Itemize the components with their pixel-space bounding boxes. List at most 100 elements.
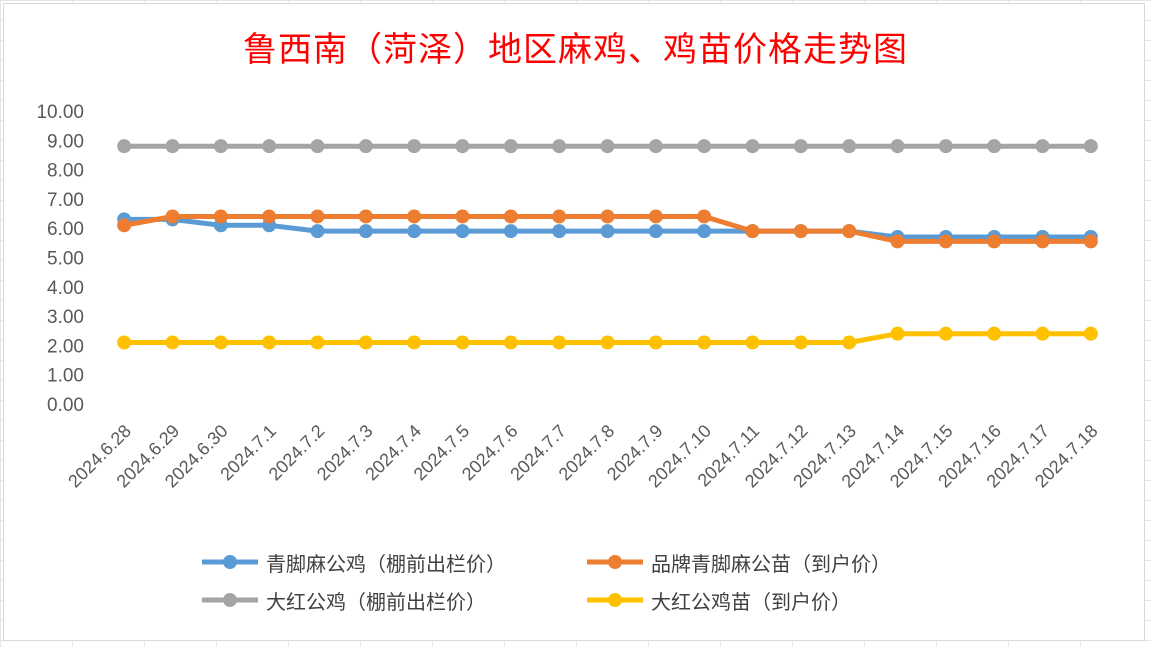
y-tick-label: 4.00 — [47, 278, 84, 299]
data-point — [165, 209, 180, 224]
legend-swatch-marker — [608, 555, 622, 569]
data-point — [842, 224, 857, 239]
data-point — [600, 139, 615, 154]
data-point — [648, 139, 663, 154]
data-point — [745, 224, 760, 239]
legend-label: 大红公鸡（棚前出栏价） — [266, 589, 486, 614]
data-point — [890, 326, 905, 341]
data-point — [600, 224, 615, 239]
y-tick-label: 6.00 — [47, 219, 84, 240]
data-point — [407, 224, 422, 239]
data-point — [213, 209, 228, 224]
y-tick-label: 5.00 — [47, 249, 84, 270]
data-point — [938, 139, 953, 154]
y-tick-label: 10.00 — [36, 102, 84, 123]
data-point — [358, 209, 373, 224]
data-point — [890, 234, 905, 249]
legend-item: 青脚麻公鸡（棚前出栏价） — [200, 547, 506, 577]
data-point — [455, 209, 470, 224]
data-point — [648, 209, 663, 224]
legend-swatch-marker — [223, 555, 237, 569]
legend-swatch — [587, 593, 643, 607]
data-point — [503, 335, 518, 350]
data-point — [117, 139, 132, 154]
chart-title: 鲁西南（菏泽）地区麻鸡、鸡苗价格走势图 — [243, 30, 908, 70]
data-point — [407, 335, 422, 350]
data-point — [407, 139, 422, 154]
data-point — [262, 139, 277, 154]
data-point — [503, 139, 518, 154]
data-point — [407, 209, 422, 224]
data-point — [213, 139, 228, 154]
data-point — [358, 224, 373, 239]
data-point — [793, 335, 808, 350]
y-tick-label: 9.00 — [47, 131, 84, 152]
data-point — [310, 209, 325, 224]
data-point — [552, 224, 567, 239]
data-point — [890, 139, 905, 154]
data-point — [697, 224, 712, 239]
data-point — [310, 139, 325, 154]
data-point — [455, 335, 470, 350]
data-point — [987, 326, 1002, 341]
data-point — [600, 209, 615, 224]
legend-swatch-marker — [223, 593, 237, 607]
data-point — [697, 335, 712, 350]
data-point — [648, 335, 663, 350]
data-point — [1083, 234, 1098, 249]
data-point — [165, 139, 180, 154]
data-point — [793, 224, 808, 239]
data-point — [842, 335, 857, 350]
y-tick-label: 3.00 — [47, 307, 84, 328]
data-point — [503, 209, 518, 224]
data-point — [938, 234, 953, 249]
legend-swatch — [202, 555, 258, 569]
data-point — [165, 335, 180, 350]
y-tick-label: 7.00 — [47, 190, 84, 211]
data-point — [358, 139, 373, 154]
legend-item: 大红公鸡苗（到户价） — [585, 585, 851, 615]
data-point — [117, 218, 132, 233]
data-point — [842, 139, 857, 154]
legend-item: 大红公鸡（棚前出栏价） — [200, 585, 486, 615]
data-point — [1035, 326, 1050, 341]
data-point — [648, 224, 663, 239]
data-point — [358, 335, 373, 350]
legend-label: 大红公鸡苗（到户价） — [651, 589, 851, 614]
data-point — [1083, 326, 1098, 341]
data-point — [552, 335, 567, 350]
chart-legend: 青脚麻公鸡（棚前出栏价） 品牌青脚麻公苗（到户价） 大红公鸡（棚前出栏价） 大红公鸡苗… — [200, 544, 960, 624]
legend-swatch-marker — [608, 593, 622, 607]
legend-label: 青脚麻公鸡（棚前出栏价） — [266, 551, 506, 576]
data-point — [262, 335, 277, 350]
data-point — [987, 234, 1002, 249]
data-point — [1083, 139, 1098, 154]
data-point — [745, 335, 760, 350]
y-tick-label: 1.00 — [47, 366, 84, 387]
legend-swatch — [587, 555, 643, 569]
data-point — [1035, 234, 1050, 249]
data-point — [938, 326, 953, 341]
data-point — [455, 224, 470, 239]
data-point — [455, 139, 470, 154]
data-point — [117, 335, 132, 350]
data-point — [697, 209, 712, 224]
legend-label: 品牌青脚麻公苗（到户价） — [651, 551, 891, 576]
chart-area[interactable] — [3, 3, 1145, 641]
data-point — [1035, 139, 1050, 154]
data-point — [552, 209, 567, 224]
data-point — [600, 335, 615, 350]
legend-item: 品牌青脚麻公苗（到户价） — [585, 547, 891, 577]
data-point — [310, 224, 325, 239]
data-point — [310, 335, 325, 350]
data-point — [213, 335, 228, 350]
y-tick-label: 8.00 — [47, 161, 84, 182]
data-point — [697, 139, 712, 154]
data-point — [552, 139, 567, 154]
y-tick-label: 0.00 — [47, 395, 84, 416]
y-tick-label: 2.00 — [47, 336, 84, 357]
data-point — [987, 139, 1002, 154]
legend-swatch — [202, 593, 258, 607]
data-point — [745, 139, 760, 154]
